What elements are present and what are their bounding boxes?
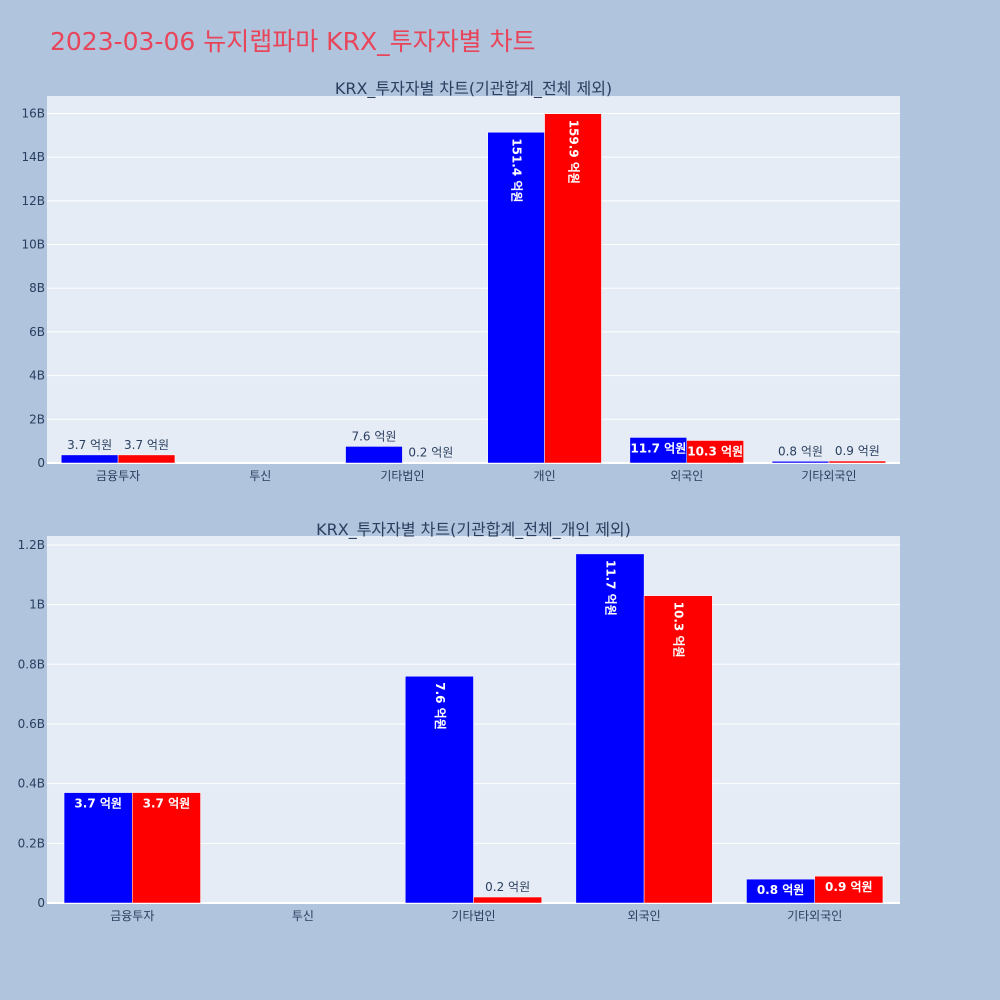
x-tick-label: 기타외국인: [787, 909, 842, 923]
data-label: 3.7 억원: [143, 797, 191, 811]
bar: [643, 595, 713, 904]
bar: [771, 461, 830, 464]
x-tick-label: 외국인: [628, 909, 661, 923]
bar: [544, 113, 602, 464]
y-tick-label: 1B: [29, 598, 45, 612]
x-tick-label: 외국인: [670, 469, 703, 483]
bar: [60, 454, 119, 464]
data-label: 7.6 억원: [351, 429, 396, 443]
bar: [63, 792, 133, 904]
data-label: 159.9 억원: [567, 120, 581, 184]
bar: [629, 437, 688, 464]
data-label: 3.7 억원: [124, 438, 169, 452]
y-tick-label: 0.6B: [18, 717, 45, 731]
y-tick-label: 0.2B: [18, 836, 45, 850]
data-label: 151.4 억원: [510, 138, 524, 202]
data-label: 0.2 억원: [485, 880, 530, 894]
y-tick-label: 0: [37, 456, 45, 470]
data-label: 0.9 억원: [825, 880, 873, 894]
data-label: 0.9 억원: [835, 444, 880, 458]
x-tick-label: 기타외국인: [801, 469, 856, 483]
bar: [117, 454, 176, 464]
x-tick-label: 투신: [249, 469, 271, 483]
bar: [345, 446, 403, 464]
y-tick-label: 16B: [21, 106, 45, 120]
data-label: 3.7 억원: [74, 797, 122, 811]
chart-2: 0 0.2B 0.4B 0.6B 0.8B 1B 1.2B KRX_투자자별 차트(기관합계_…: [18, 520, 900, 923]
y-tick-label: 8B: [29, 281, 45, 295]
plot-area: [47, 96, 900, 463]
data-label: 10.3 억원: [687, 444, 743, 458]
y-tick-label: 0.4B: [18, 777, 45, 791]
chart-title: KRX_투자자별 차트(기관합계_전체 제외): [335, 79, 612, 99]
x-tick-label: 금융투자: [96, 469, 140, 483]
page-title: 2023-03-06 뉴지랩파마 KRX_투자자별 차트: [50, 27, 536, 56]
x-tick-label: 기타법인: [451, 909, 495, 923]
y-tick-label: 1.2B: [18, 538, 45, 552]
data-label: 0.2 억원: [408, 446, 453, 460]
bar: [473, 896, 542, 904]
y-tick-label: 14B: [21, 150, 45, 164]
chart-1: 0 2B 4B 6B 8B 10B 12B 14B 16B KRX_투자자별 차트(기관합계_전체…: [21, 79, 900, 483]
y-tick-label: 12B: [21, 194, 45, 208]
data-label: 0.8 억원: [778, 444, 823, 458]
y-tick-label: 0: [37, 896, 45, 910]
y-tick-label: 0.8B: [18, 657, 45, 671]
bar: [814, 875, 884, 904]
data-label: 11.7 억원: [630, 441, 686, 455]
bar: [487, 132, 545, 464]
x-tick-label: 개인: [534, 469, 556, 483]
chart-title: KRX_투자자별 차트(기관합계_전체_개인 제외): [316, 520, 631, 540]
data-label: 10.3 억원: [672, 602, 686, 658]
data-label: 11.7 억원: [603, 560, 617, 616]
bar: [405, 675, 474, 904]
x-tick-label: 금융투자: [110, 909, 154, 923]
bar: [132, 792, 201, 904]
data-label: 7.6 억원: [433, 682, 447, 730]
y-tick-label: 6B: [29, 325, 45, 339]
y-tick-label: 4B: [29, 369, 45, 383]
bar: [828, 460, 887, 464]
bar: [686, 440, 744, 464]
bar: [575, 553, 645, 904]
data-label: 0.8 억원: [757, 883, 805, 897]
x-tick-label: 투신: [292, 909, 314, 923]
y-tick-label: 2B: [29, 412, 45, 426]
y-tick-label: 10B: [21, 238, 45, 252]
data-label: 3.7 억원: [67, 438, 112, 452]
x-tick-label: 기타법인: [380, 469, 424, 483]
